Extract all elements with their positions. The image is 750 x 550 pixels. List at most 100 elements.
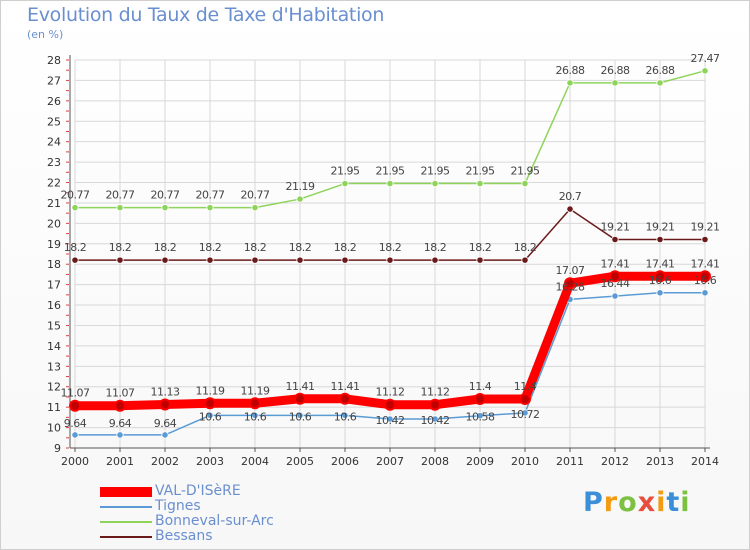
data-label-val-disere: 11.41 (286, 380, 315, 393)
legend-swatch-bonneval (100, 521, 152, 523)
data-label-bessans: 19.21 (601, 221, 630, 234)
y-tick-label: 26 (47, 95, 61, 108)
y-tick-label: 28 (47, 54, 61, 67)
legend-label-bessans: Bessans (155, 528, 213, 544)
data-point-bessans (116, 256, 124, 264)
y-tick-label: 16 (47, 299, 61, 312)
data-label-bessans: 18.2 (424, 241, 447, 254)
data-label-bessans: 18.2 (64, 241, 87, 254)
x-tick-label: 2002 (151, 455, 179, 468)
data-label-val-disere: 17.07 (556, 264, 585, 277)
data-point-bessans (521, 256, 529, 264)
data-label-val-disere: 11.13 (151, 386, 180, 399)
legend-swatch-val-disere (100, 487, 152, 497)
x-tick-label: 2010 (511, 455, 539, 468)
logo-letter: i (680, 487, 691, 518)
data-label-tignes: 16.28 (556, 280, 585, 293)
x-tick-label: 2005 (286, 455, 314, 468)
data-label-val-disere: 11.41 (331, 380, 360, 393)
data-label-tignes: 9.64 (109, 417, 132, 430)
data-point-val-disere (339, 392, 351, 405)
y-tick-label: 11 (47, 401, 61, 414)
data-label-val-disere: 17.41 (601, 257, 630, 270)
y-tick-label: 18 (47, 258, 61, 271)
y-tick-label: 25 (47, 115, 61, 128)
data-label-bonneval: 26.88 (556, 64, 585, 77)
data-label-bonneval: 27.47 (691, 52, 720, 65)
data-label-tignes: 10.6 (289, 410, 312, 423)
data-label-bessans: 18.2 (199, 241, 222, 254)
data-label-val-disere: 11.12 (421, 386, 450, 399)
x-tick-label: 2004 (241, 455, 269, 468)
y-tick-label: 22 (47, 177, 61, 190)
data-label-bonneval: 20.77 (196, 189, 225, 202)
y-tick-label: 27 (47, 74, 61, 87)
legend-label-bonneval: Bonneval-sur-Arc (155, 513, 274, 529)
data-label-bessans: 18.2 (469, 241, 492, 254)
data-point-val-disere (69, 399, 81, 412)
data-point-bonneval (161, 204, 169, 212)
data-point-val-disere (519, 392, 531, 405)
data-label-tignes: 16.6 (649, 274, 672, 287)
data-label-bessans: 18.2 (514, 241, 537, 254)
data-point-tignes (251, 411, 259, 419)
data-point-bessans (476, 256, 484, 264)
logo-letter: o (618, 487, 638, 518)
data-point-bessans (341, 256, 349, 264)
x-tick-label: 2008 (421, 455, 449, 468)
data-point-bessans (251, 256, 259, 264)
y-tick-label: 13 (47, 360, 61, 373)
data-label-bonneval: 20.77 (151, 189, 180, 202)
data-point-val-disere (609, 270, 621, 283)
data-point-bonneval (701, 67, 709, 75)
data-label-val-disere: 17.41 (691, 257, 720, 270)
data-point-val-disere (159, 398, 171, 411)
data-point-bonneval (386, 179, 394, 188)
data-point-bonneval (71, 204, 79, 212)
logo-letter: x (637, 487, 657, 518)
data-point-bonneval (611, 79, 619, 87)
logo-letter: t (666, 487, 681, 518)
data-point-bonneval (341, 179, 349, 188)
data-label-val-disere: 11.4 (469, 380, 492, 393)
data-label-tignes: 10.58 (466, 411, 495, 424)
chart-unit: (en %) (27, 28, 64, 41)
data-point-tignes (71, 431, 79, 439)
data-point-bonneval (116, 204, 124, 212)
x-tick-label: 2000 (61, 455, 89, 468)
data-point-bessans (611, 235, 619, 244)
data-label-val-disere: 11.12 (376, 386, 405, 399)
legend-item-bonneval: Bonneval-sur-Arc (100, 513, 330, 530)
data-point-val-disere (474, 392, 486, 405)
data-point-tignes (116, 431, 124, 439)
data-label-bonneval: 21.19 (286, 180, 315, 193)
data-point-bonneval (656, 79, 664, 87)
data-point-tignes (431, 415, 439, 423)
data-label-bessans: 19.21 (646, 221, 675, 234)
data-label-bessans: 18.2 (379, 241, 402, 254)
data-point-bonneval (521, 179, 529, 188)
data-point-val-disere (249, 397, 261, 410)
data-point-tignes (341, 411, 349, 419)
data-point-tignes (656, 289, 664, 297)
data-point-val-disere (294, 392, 306, 405)
data-point-bessans (386, 256, 394, 264)
data-point-tignes (476, 412, 484, 420)
data-point-bessans (161, 256, 169, 264)
data-point-bessans (296, 256, 304, 264)
data-label-bonneval: 21.95 (376, 165, 405, 178)
data-point-bessans (701, 235, 709, 244)
data-point-tignes (296, 411, 304, 419)
data-label-bonneval: 21.95 (466, 165, 495, 178)
data-label-bessans: 18.2 (334, 241, 357, 254)
y-tick-label: 14 (47, 340, 61, 353)
data-point-bonneval (476, 179, 484, 188)
data-label-tignes: 10.6 (334, 410, 357, 423)
legend-swatch-tignes (100, 506, 152, 508)
data-label-bonneval: 26.88 (646, 64, 675, 77)
data-label-tignes: 10.6 (199, 410, 222, 423)
data-point-val-disere (699, 270, 711, 283)
data-point-val-disere (114, 399, 126, 412)
data-label-val-disere: 17.41 (646, 257, 675, 270)
data-label-bessans: 20.7 (559, 190, 582, 203)
